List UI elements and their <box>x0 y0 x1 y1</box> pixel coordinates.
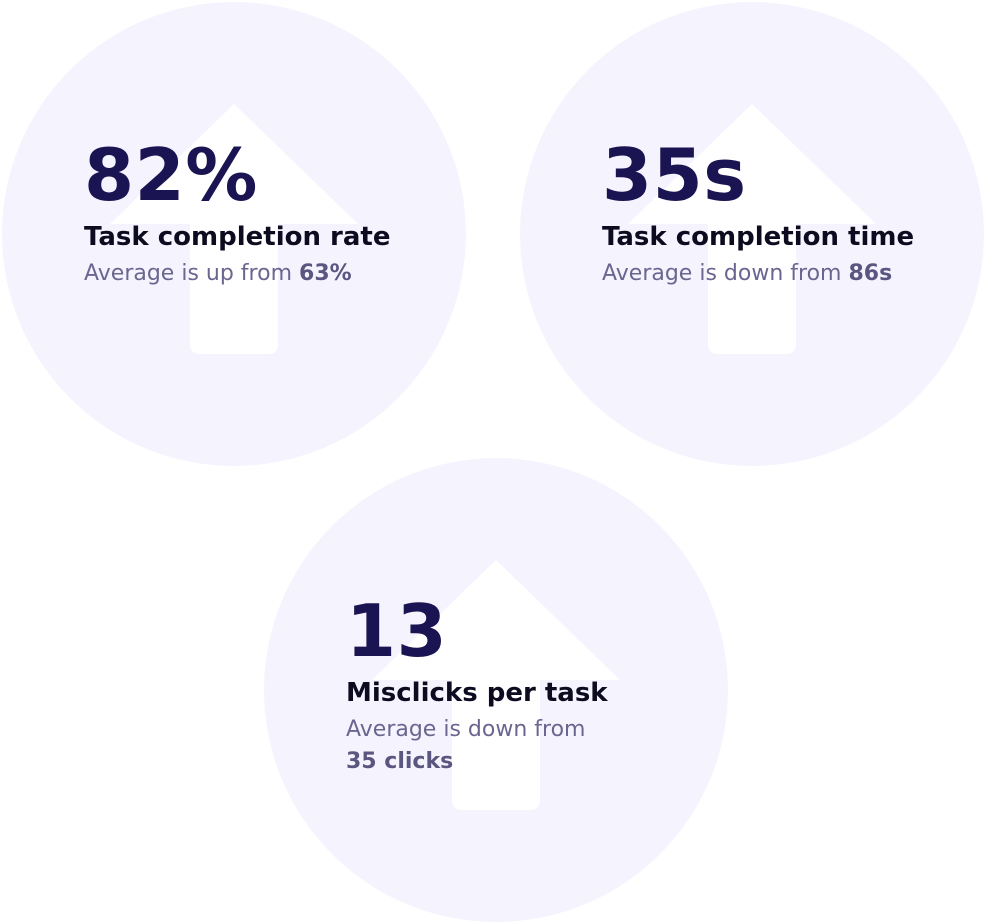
arrow-up-icon <box>372 560 620 810</box>
stat-card-misclicks-per-task: 13 Misclicks per task Average is down fr… <box>264 458 728 922</box>
stat-comparison-value: 35 clicks <box>346 749 454 774</box>
stat-comparison-text: Average is down from <box>602 261 842 286</box>
stat-comparison-value: 63% <box>299 261 352 286</box>
stat-comparison-text: Average is up from <box>84 261 293 286</box>
stat-comparison-value: 86s <box>848 261 893 286</box>
stat-value: 13 <box>346 589 448 673</box>
arrow-up-icon <box>628 104 876 354</box>
stat-card-task-completion-time: 35s Task completion time Average is down… <box>520 2 984 466</box>
stat-label: Misclicks per task <box>346 678 608 708</box>
arrow-up-icon <box>110 104 358 354</box>
stat-label: Task completion rate <box>84 222 391 252</box>
stat-comparison-text: Average is down from <box>346 717 586 742</box>
stat-value: 82% <box>84 133 258 217</box>
stat-comparison: Average is down from 86s <box>602 258 974 290</box>
stat-card-task-completion-rate: 82% Task completion rate Average is up f… <box>2 2 466 466</box>
stat-value: 35s <box>602 133 747 217</box>
stat-label: Task completion time <box>602 222 915 252</box>
stat-comparison: Average is up from 63% <box>84 258 456 290</box>
stat-comparison: Average is down from 35 clicks <box>346 714 718 778</box>
